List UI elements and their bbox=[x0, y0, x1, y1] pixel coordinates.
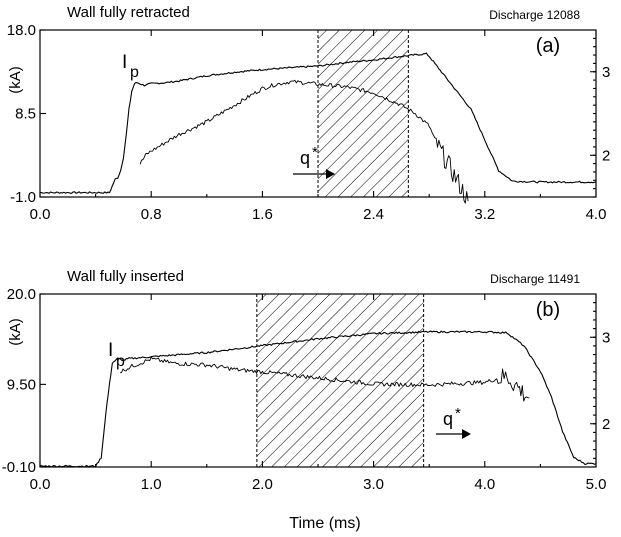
x-tick-label: 0.8 bbox=[141, 206, 162, 223]
panel-label: (a) bbox=[536, 35, 560, 57]
y2-tick-label: 2 bbox=[602, 147, 610, 164]
y-tick-label: 18.0 bbox=[7, 22, 36, 39]
q-star-trace bbox=[120, 356, 530, 402]
y2-tick-label: 3 bbox=[602, 329, 610, 346]
x-tick-label: 0.0 bbox=[30, 476, 51, 493]
x-tick-label: 0.0 bbox=[30, 206, 51, 223]
y-axis-right: 32 bbox=[590, 37, 610, 198]
panel-a: 0.0 0.8 1.6 2.4 3.2 4.0 18.08.5-1.0 32 Wall f… bbox=[7, 4, 611, 223]
y-tick-label: 9.50 bbox=[7, 376, 36, 393]
x-axis: 0.0 1.0 2.0 3.0 4.0 5.0 bbox=[30, 294, 607, 493]
y2-tick-label: 2 bbox=[602, 416, 610, 433]
series-group bbox=[40, 330, 597, 468]
y-axis-left: 20.0 9.50 -0.10 bbox=[2, 286, 46, 476]
q-label-main: q bbox=[300, 148, 310, 168]
y-axis-label: (kA) bbox=[7, 318, 24, 346]
x-tick-label: 2.0 bbox=[252, 476, 273, 493]
y-tick-label: -1.0 bbox=[10, 189, 36, 206]
shaded-region bbox=[256, 294, 424, 467]
ip-trace bbox=[40, 330, 597, 468]
panel-title: Wall fully inserted bbox=[67, 268, 184, 285]
panel-b: 0.0 1.0 2.0 3.0 4.0 5.0 20.09.50-0.10 32 Wall… bbox=[2, 268, 611, 532]
shaded-region bbox=[318, 30, 409, 197]
y-axis-left: 18.0 8.5 -1.0 bbox=[7, 22, 46, 206]
q-series-label: q * bbox=[436, 405, 471, 439]
discharge-label: Discharge 11491 bbox=[490, 272, 580, 286]
y2-tick-label: 3 bbox=[602, 64, 610, 81]
ip-series-label: I p bbox=[122, 52, 139, 81]
y-axis-right: 32 bbox=[590, 302, 610, 468]
ip-label-sub: p bbox=[116, 353, 125, 370]
x-tick-label: 4.0 bbox=[474, 476, 495, 493]
panel-title: Wall fully retracted bbox=[67, 4, 190, 21]
x-tick-label: 1.6 bbox=[252, 206, 273, 223]
q-arrowhead-icon bbox=[326, 169, 335, 179]
x-tick-label: 5.0 bbox=[586, 476, 607, 493]
x-tick-label: 3.0 bbox=[363, 476, 384, 493]
x-tick-label: 4.0 bbox=[586, 206, 607, 223]
q-label-sup: * bbox=[455, 405, 461, 422]
y-axis-label: (kA) bbox=[7, 66, 24, 94]
x-axis-label: Time (ms) bbox=[289, 515, 360, 532]
x-tick-label: 1.0 bbox=[141, 476, 162, 493]
x-tick-label: 2.4 bbox=[363, 206, 384, 223]
q-arrowhead-icon bbox=[462, 429, 471, 439]
y-tick-label: 20.0 bbox=[7, 286, 36, 303]
q-label-main: q bbox=[443, 409, 453, 429]
series-group bbox=[39, 52, 597, 204]
ip-label-main: I bbox=[108, 340, 113, 361]
x-axis: 0.0 0.8 1.6 2.4 3.2 4.0 bbox=[30, 30, 607, 223]
q-label-sup: * bbox=[312, 144, 318, 161]
ip-trace bbox=[39, 52, 597, 194]
y-tick-label: 8.5 bbox=[15, 106, 36, 123]
panel-label: (b) bbox=[536, 299, 560, 321]
y-tick-label: -0.10 bbox=[2, 459, 36, 476]
ip-label-main: I bbox=[122, 52, 127, 73]
ip-label-sub: p bbox=[130, 64, 139, 81]
ip-series-label: I p bbox=[108, 340, 125, 370]
q-star-trace bbox=[139, 79, 469, 204]
discharge-label: Discharge 12088 bbox=[489, 8, 580, 22]
x-tick-label: 3.2 bbox=[474, 206, 495, 223]
q-series-label: q * bbox=[293, 144, 335, 179]
